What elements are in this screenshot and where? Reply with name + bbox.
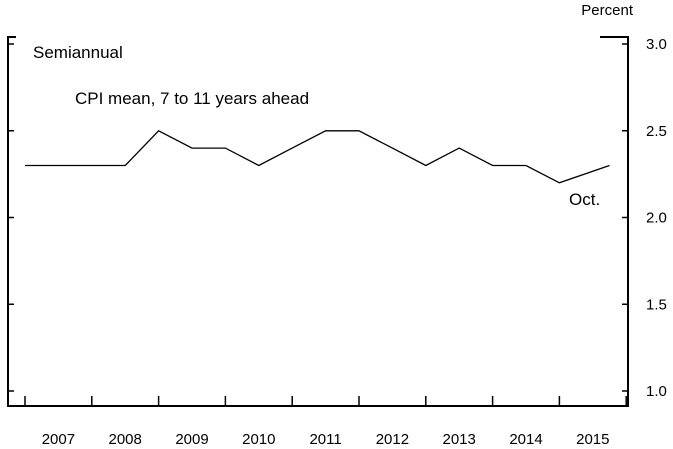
x-tick-label: 2011: [309, 431, 341, 448]
x-axis: 2007 2008 2009 2010 2011 2012 2013 2014 2015: [24, 396, 627, 448]
x-tick-label: 2013: [443, 431, 476, 448]
x-tick-label: 2012: [376, 431, 409, 448]
x-tick-label: 2014: [509, 431, 542, 448]
series-label: CPI mean, 7 to 11 years ahead: [75, 89, 309, 108]
x-tick-label: 2009: [175, 431, 208, 448]
x-tick-label: 2015: [576, 431, 609, 448]
x-tick-label: 2008: [109, 431, 142, 448]
y-tick-label: 2.5: [646, 123, 667, 140]
end-label: Oct.: [569, 190, 600, 209]
frequency-label: Semiannual: [33, 43, 123, 62]
y-tick-label: 1.0: [646, 383, 667, 400]
unit-label: Percent: [581, 2, 634, 19]
y-tick-label: 3.0: [646, 36, 667, 53]
y-tick-label: 1.5: [646, 296, 667, 313]
y-tick-label: 2.0: [646, 210, 667, 227]
y-axis: 1.0 1.5 2.0 2.5 3.0: [8, 36, 667, 400]
x-tick-label: 2007: [42, 431, 75, 448]
x-tick-label: 2010: [242, 431, 275, 448]
series-layer: [25, 129, 610, 184]
series-line: [25, 129, 610, 184]
plot-frame: [7, 36, 629, 407]
